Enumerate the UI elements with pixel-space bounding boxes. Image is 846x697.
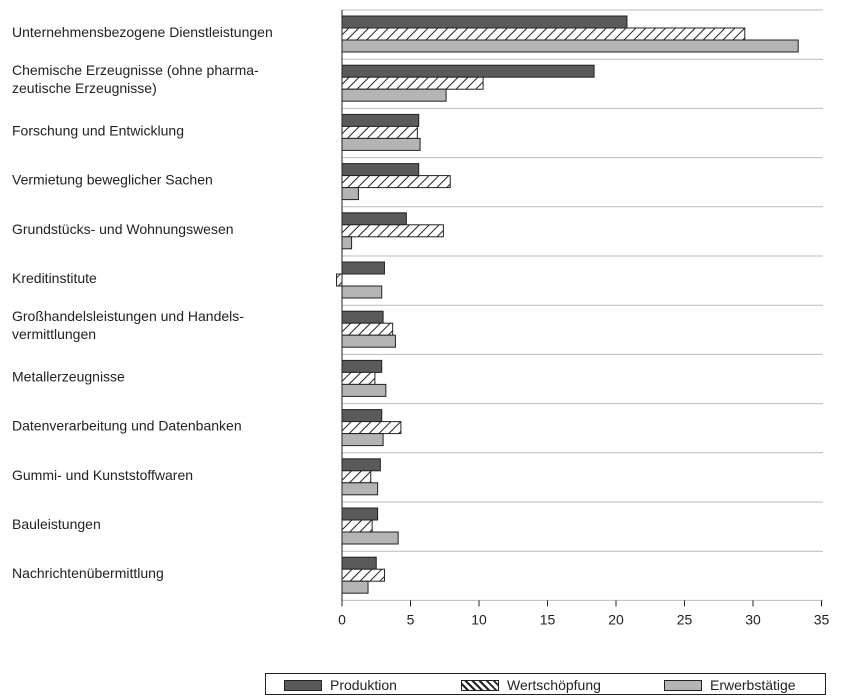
- x-tick-label: 10: [471, 611, 487, 627]
- category-label: Unternehmensbezogene Dienstleistungen: [12, 24, 273, 40]
- bar-wertsch-pfung: [341, 224, 444, 238]
- bar-produktion: [341, 359, 383, 373]
- bar-erwerbst-tige: [341, 88, 447, 102]
- bar-erwerbst-tige: [341, 531, 399, 545]
- bar-produktion: [341, 113, 420, 127]
- legend-label-erwerbstaetige: Erwerbstätige: [710, 677, 796, 693]
- x-tick-label: 35: [814, 611, 830, 627]
- x-tick-label: 15: [540, 611, 556, 627]
- x-tick-label: 5: [407, 611, 415, 627]
- x-tick-label: 25: [677, 611, 693, 627]
- bars: [336, 15, 799, 594]
- bar-erwerbst-tige: [341, 137, 421, 151]
- legend-item-erwerbstaetige: Erwerbstätige: [664, 676, 796, 694]
- bar-erwerbst-tige: [341, 236, 353, 250]
- x-axis: 0 5 10 15 20 25 30 35: [338, 10, 829, 627]
- category-label: Vermietung beweglicher Sachen: [12, 172, 213, 188]
- category-label: Gummi- und Kunststoffwaren: [12, 467, 193, 483]
- bar-produktion: [341, 458, 381, 472]
- category-label: Forschung und Entwicklung: [12, 122, 184, 138]
- bar-produktion: [341, 556, 377, 570]
- bar-wertsch-pfung: [341, 470, 372, 484]
- category-label: Nachrichtenübermittlung: [12, 565, 164, 581]
- category-label: Chemische Erzeugnisse (ohne pharma-: [12, 62, 259, 78]
- legend: Produktion Wertschöpfung Erwerbstätige: [265, 673, 826, 695]
- bar-erwerbst-tige: [341, 580, 369, 594]
- bar-produktion: [341, 163, 420, 177]
- legend-item-produktion: Produktion: [284, 676, 397, 694]
- category-label: Großhandelsleistungen und Handels-: [12, 308, 244, 324]
- bar-wertsch-pfung: [341, 421, 402, 435]
- bar-wertsch-pfung: [341, 27, 746, 41]
- bar-wertsch-pfung: [336, 273, 343, 287]
- bar-produktion: [341, 261, 385, 275]
- bar-wertsch-pfung: [341, 371, 376, 385]
- bar-produktion: [341, 310, 384, 324]
- bar-erwerbst-tige: [341, 187, 359, 201]
- category-label: Metallerzeugnisse: [12, 368, 125, 384]
- x-tick-label: 30: [745, 611, 761, 627]
- category-label: zeutische Erzeugnisse): [12, 80, 157, 96]
- category-label: vermittlungen: [12, 326, 96, 342]
- legend-label-produktion: Produktion: [330, 677, 397, 693]
- bar-produktion: [341, 409, 383, 423]
- bar-wertsch-pfung: [341, 322, 394, 336]
- x-tick-label: 20: [608, 611, 624, 627]
- bar-produktion: [341, 507, 379, 521]
- category-label: Datenverarbeitung und Datenbanken: [12, 418, 242, 434]
- legend-swatch-wertschoepfung: [461, 679, 499, 691]
- legend-swatch-produktion: [284, 679, 322, 691]
- bar-wertsch-pfung: [341, 76, 484, 90]
- category-label: Bauleistungen: [12, 516, 101, 532]
- legend-swatch-erwerbstaetige: [664, 679, 702, 691]
- bar-erwerbst-tige: [341, 383, 387, 397]
- bar-wertsch-pfung: [341, 125, 418, 139]
- category-labels: Unternehmensbezogene Dienstleistungen Che…: [12, 24, 273, 581]
- bar-wertsch-pfung: [341, 519, 373, 533]
- bar-erwerbst-tige: [341, 39, 799, 53]
- bar-erwerbst-tige: [341, 285, 383, 299]
- legend-label-wertschoepfung: Wertschöpfung: [507, 677, 601, 693]
- bar-erwerbst-tige: [341, 433, 384, 447]
- bar-erwerbst-tige: [341, 482, 379, 496]
- bar-produktion: [341, 212, 407, 226]
- category-label: Grundstücks- und Wohnungswesen: [12, 221, 234, 237]
- category-label: Kreditinstitute: [12, 270, 97, 286]
- grid-lines: [342, 9, 823, 601]
- bar-wertsch-pfung: [341, 175, 451, 189]
- bar-wertsch-pfung: [341, 568, 385, 582]
- x-tick-label: 0: [338, 611, 346, 627]
- legend-item-wertschoepfung: Wertschöpfung: [461, 676, 601, 694]
- bar-produktion: [341, 15, 628, 29]
- bar-erwerbst-tige: [341, 334, 396, 348]
- bar-produktion: [341, 64, 595, 78]
